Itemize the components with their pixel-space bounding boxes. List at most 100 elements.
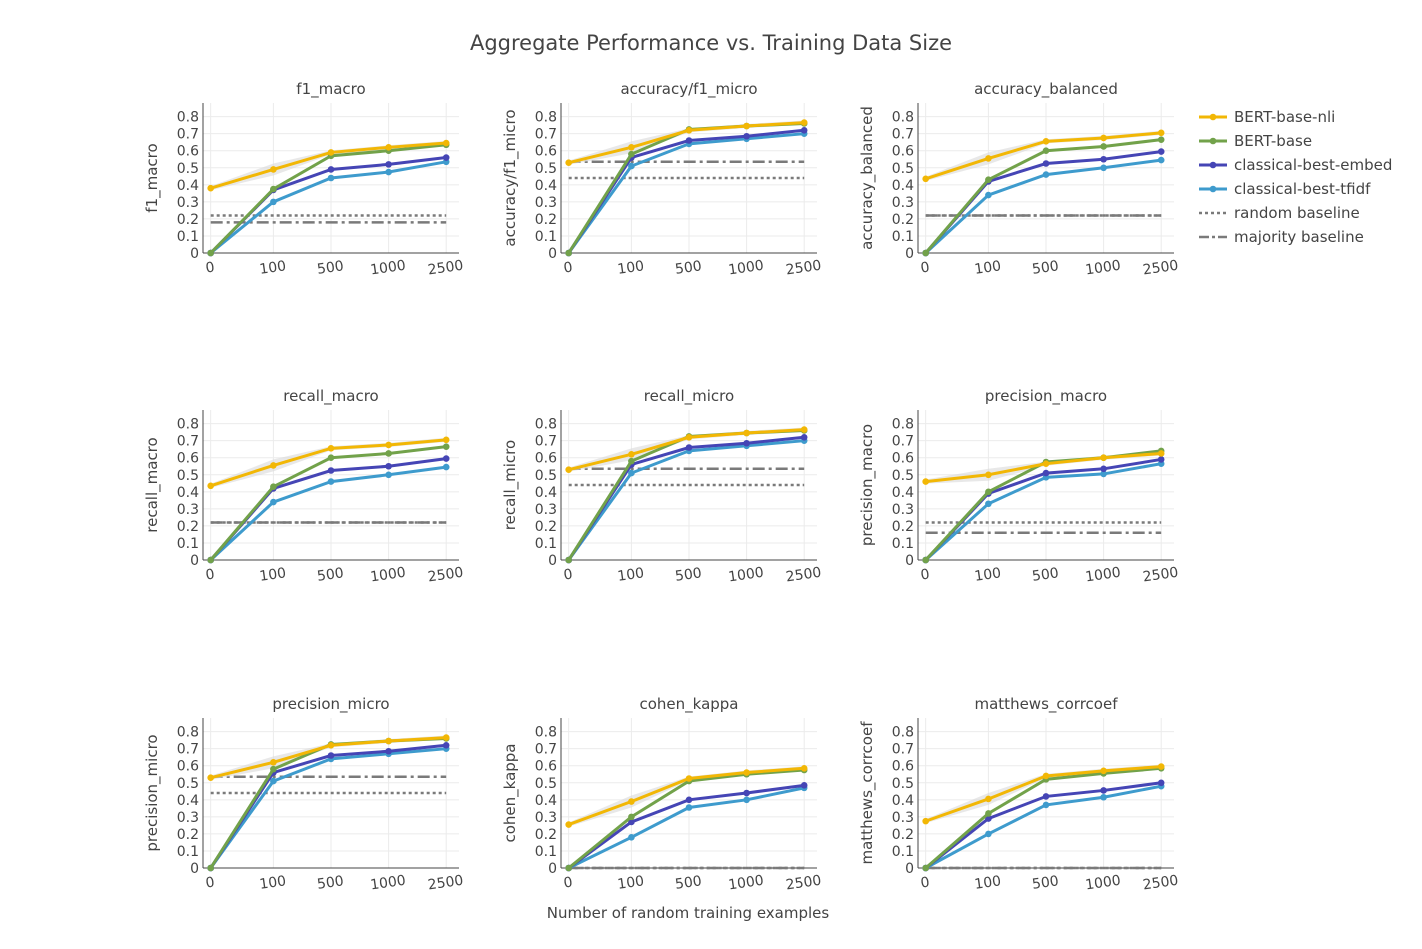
y-tick-label: 0.8 <box>177 110 199 126</box>
y-tick-label: 0 <box>548 553 557 569</box>
y-tick-label: 0.1 <box>177 536 199 552</box>
subplot-title: precision_macro <box>985 387 1107 406</box>
subplot-matthews-corrcoef: 00.10.20.30.40.50.60.70.80 100 500 1000 2500… <box>858 695 1179 893</box>
data-point-bert-base <box>922 556 929 564</box>
y-axis-title: f1_macro <box>143 143 162 212</box>
data-point-bert-base <box>442 443 450 450</box>
data-point-bert-base-nli <box>743 122 750 130</box>
data-point-bert-base-nli <box>800 764 808 772</box>
data-point-classical-best-tfidf <box>628 162 635 170</box>
data-point-classical-best-tfidf <box>1100 470 1107 478</box>
subplot-precision-micro: 00.10.20.30.40.50.60.70.80 100 500 1000 2500… <box>143 695 464 893</box>
data-point-bert-base-nli <box>385 144 392 151</box>
x-tick-label: 100 <box>258 258 287 278</box>
data-point-classical-best-tfidf <box>327 174 335 182</box>
y-tick-label: 0 <box>190 861 199 877</box>
x-tick-label: 100 <box>973 258 1002 278</box>
x-tick-label: 0 <box>920 259 931 276</box>
data-point-bert-base-nli <box>1042 460 1050 467</box>
y-tick-label: 0.1 <box>892 536 914 552</box>
y-tick-label: 0.7 <box>892 434 914 450</box>
data-point-classical-best-embed <box>385 747 392 755</box>
subplot-title: accuracy_balanced <box>974 80 1118 99</box>
data-point-classical-best-tfidf <box>1042 171 1050 178</box>
data-point-bert-base-nli <box>207 184 214 192</box>
subplot-accuracy-f1-micro: 00.10.20.30.40.50.60.70.80 100 500 1000 2500… <box>501 80 822 278</box>
y-tick-label: 0.7 <box>177 127 199 143</box>
y-tick-label: 0 <box>190 553 199 569</box>
data-point-bert-base-nli <box>442 436 450 444</box>
data-point-classical-best-embed <box>327 166 335 173</box>
data-point-bert-base-nli <box>442 139 450 147</box>
subplot-title: matthews_corrcoef <box>975 695 1119 714</box>
y-tick-label: 0.2 <box>892 519 914 535</box>
data-point-classical-best-tfidf <box>270 498 277 506</box>
data-point-bert-base-nli <box>743 429 750 437</box>
data-point-bert-base-nli <box>1157 763 1165 770</box>
x-tick-label: 500 <box>316 565 345 585</box>
data-point-classical-best-embed <box>442 154 450 161</box>
data-point-bert-base <box>922 249 929 257</box>
data-point-bert-base <box>565 864 572 872</box>
data-point-bert-base-nli <box>327 741 335 749</box>
y-tick-label: 0.5 <box>892 468 914 484</box>
series-line-bert-base <box>567 768 805 870</box>
y-tick-label: 0.8 <box>535 417 557 433</box>
y-tick-label: 0.2 <box>177 519 199 535</box>
x-tick-label: 100 <box>258 565 287 585</box>
x-tick-label: 100 <box>258 873 287 893</box>
data-point-classical-best-tfidf <box>685 804 693 811</box>
x-tick-label: 2500 <box>427 565 465 586</box>
y-tick-label: 0.1 <box>535 844 557 860</box>
data-point-bert-base <box>1100 143 1107 150</box>
x-tick-label: 2500 <box>1142 873 1180 894</box>
data-point-classical-best-embed <box>327 752 335 759</box>
legend-label: BERT-base-nli <box>1234 108 1335 126</box>
data-point-bert-base <box>207 864 214 872</box>
x-axis-title: Number of random training examples <box>547 904 830 922</box>
y-tick-label: 0.2 <box>892 827 914 843</box>
data-point-classical-best-embed <box>685 137 693 144</box>
data-point-bert-base <box>1042 147 1050 155</box>
subplot-recall-micro: 00.10.20.30.40.50.60.70.80 100 500 1000 2500… <box>501 387 822 585</box>
y-tick-label: 0.1 <box>892 844 914 860</box>
data-point-bert-base-nli <box>685 126 693 134</box>
y-tick-label: 0 <box>190 246 199 262</box>
data-point-classical-best-embed <box>442 741 450 749</box>
data-point-bert-base-nli <box>985 795 992 803</box>
data-point-bert-base <box>985 488 992 496</box>
data-point-classical-best-tfidf <box>270 777 277 785</box>
data-point-classical-best-tfidf <box>1042 801 1050 809</box>
y-tick-label: 0.4 <box>535 485 557 501</box>
x-tick-label: 2500 <box>1142 565 1180 586</box>
y-tick-label: 0 <box>548 246 557 262</box>
data-point-bert-base-nli <box>327 445 335 452</box>
data-point-bert-base-nli <box>800 426 808 433</box>
data-point-classical-best-embed <box>1100 787 1107 794</box>
y-tick-label: 0.7 <box>892 127 914 143</box>
x-tick-label: 500 <box>674 873 703 893</box>
y-tick-label: 0.1 <box>177 229 199 245</box>
data-point-bert-base <box>270 185 277 193</box>
y-tick-label: 0.5 <box>535 776 557 792</box>
subplot-precision-macro: 00.10.20.30.40.50.60.70.80 100 500 1000 2500… <box>858 387 1179 585</box>
data-point-classical-best-tfidf <box>743 796 750 804</box>
data-point-classical-best-embed <box>985 815 992 822</box>
x-tick-label: 500 <box>1031 565 1060 585</box>
x-tick-label: 500 <box>316 873 345 893</box>
data-point-bert-base-nli <box>628 144 635 151</box>
y-tick-label: 0.8 <box>892 417 914 433</box>
y-tick-label: 0 <box>548 861 557 877</box>
data-point-bert-base <box>207 249 214 257</box>
y-tick-label: 0.2 <box>535 827 557 843</box>
data-point-classical-best-tfidf <box>628 834 635 841</box>
legend-marker <box>1209 113 1217 121</box>
data-point-bert-base-nli <box>1042 138 1050 145</box>
y-tick-label: 0.4 <box>177 485 199 501</box>
x-tick-label: 500 <box>1031 873 1060 893</box>
data-point-bert-base-nli <box>922 817 929 825</box>
subplot-f1-macro: 00.10.20.30.40.50.60.70.80 100 500 1000 2500… <box>143 80 464 278</box>
data-point-bert-base-nli <box>685 775 693 782</box>
y-axis-title: recall_micro <box>501 440 520 530</box>
series-line-classical-best-embed <box>567 128 805 254</box>
